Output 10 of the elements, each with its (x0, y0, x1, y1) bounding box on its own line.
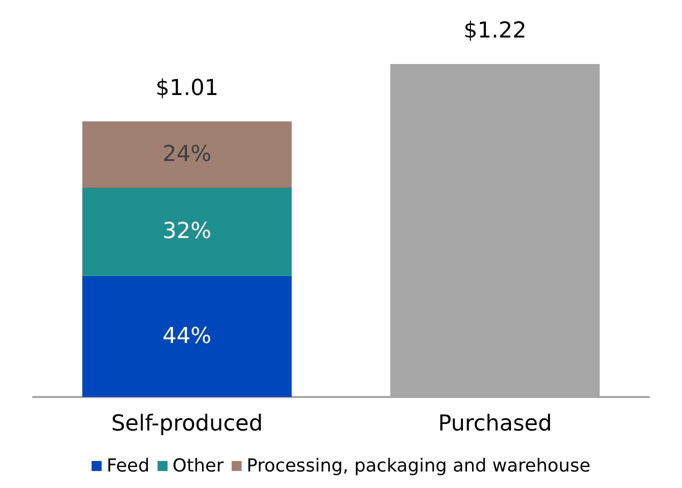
x-tick-label: Purchased (438, 412, 552, 436)
data-label: 44% (162, 324, 212, 349)
total-label: $1.01 (156, 76, 218, 101)
x-tick-label: Self-produced (111, 412, 263, 436)
data-label: 24% (162, 142, 212, 167)
legend-label: Other (172, 456, 224, 476)
total-label: $1.22 (464, 18, 526, 44)
legend-label: Feed (106, 456, 150, 476)
data-label: 32% (162, 219, 212, 244)
legend-label: Processing, packaging and warehouse (246, 456, 590, 476)
